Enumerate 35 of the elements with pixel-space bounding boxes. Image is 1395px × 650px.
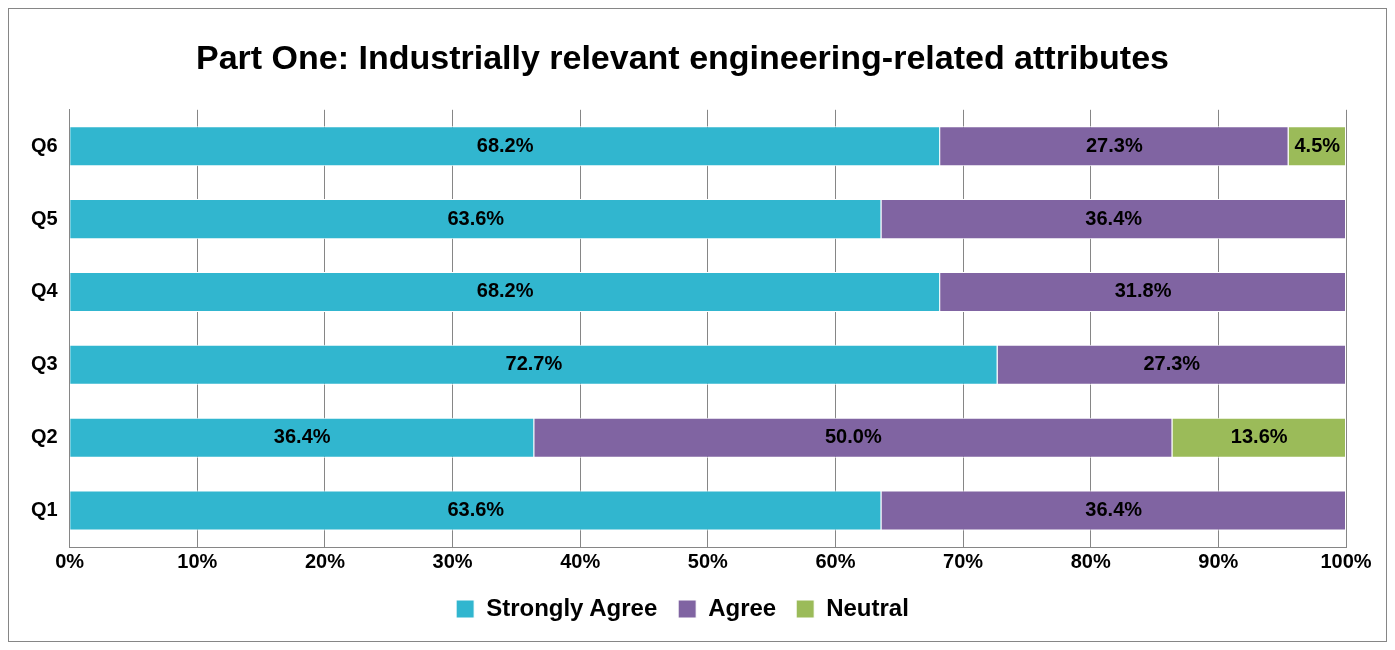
data-label: 72.7%	[505, 352, 563, 375]
data-label: 13.6%	[1230, 425, 1288, 448]
data-label: 36.4%	[1085, 206, 1143, 229]
x-tick-label: 20%	[304, 549, 346, 572]
data-label: 31.8%	[1114, 279, 1172, 302]
data-label: 4.5%	[1294, 133, 1341, 156]
legend-label: Strongly Agree	[486, 593, 658, 621]
y-tick-label: Q1	[30, 498, 58, 521]
x-tick-label: 50%	[687, 549, 729, 572]
data-label: 36.4%	[273, 425, 331, 448]
data-label: 63.6%	[447, 498, 505, 521]
x-tick-label: 80%	[1070, 549, 1111, 572]
x-tick-label: 70%	[943, 549, 984, 572]
data-label: 27.3%	[1085, 133, 1143, 156]
x-tick-label: 90%	[1198, 549, 1239, 572]
y-tick-label: Q5	[30, 206, 58, 229]
x-tick-label: 30%	[432, 549, 473, 572]
x-tick-label: 60%	[815, 549, 856, 572]
x-tick-label: 40%	[560, 549, 601, 572]
x-tick-label: 100%	[1320, 549, 1372, 572]
data-label: 50.0%	[824, 425, 882, 448]
legend-label: Agree	[708, 593, 777, 621]
data-label: 68.2%	[476, 279, 534, 302]
y-tick-label: Q6	[30, 133, 58, 156]
chart-title: Part One: Industrially relevant engineering-related attributes	[195, 37, 1170, 76]
data-label: 27.3%	[1143, 352, 1201, 375]
legend-label: Neutral	[826, 593, 909, 621]
data-label: 36.4%	[1085, 498, 1143, 521]
data-label: 68.2%	[476, 133, 534, 156]
y-tick-label: Q3	[30, 352, 58, 375]
x-tick-label: 10%	[177, 549, 218, 572]
x-tick-label: 0%	[55, 549, 85, 572]
y-tick-label: Q4	[30, 279, 59, 302]
y-tick-label: Q2	[30, 425, 58, 448]
data-label: 63.6%	[447, 206, 505, 229]
